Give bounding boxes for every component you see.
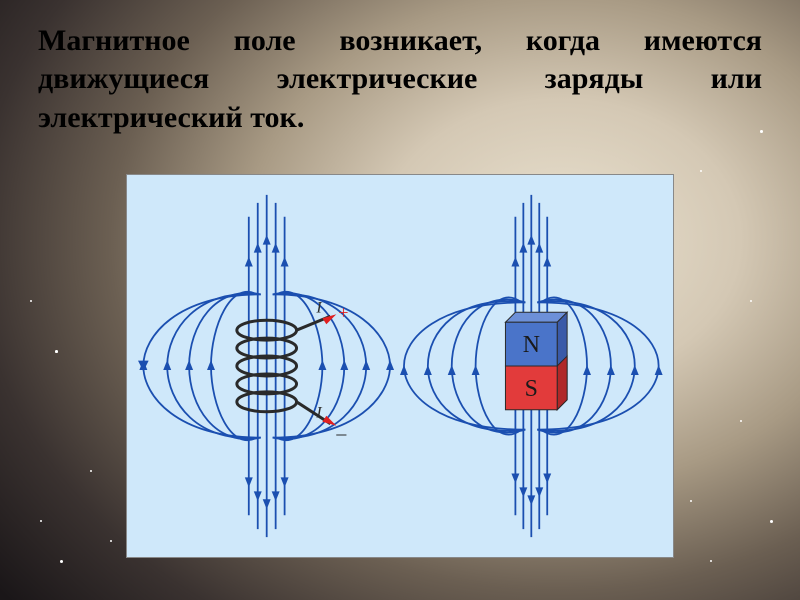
solenoid-group: I + I –	[139, 195, 394, 537]
current-label-bottom: I	[315, 405, 322, 422]
magnetic-field-diagram: I + I –	[126, 174, 674, 558]
bar-magnet: N S	[505, 312, 567, 409]
solenoid-field-lines	[143, 195, 390, 537]
current-label-top: I	[315, 299, 322, 316]
magnet-south-label: S	[525, 376, 538, 402]
magnet-group: N S	[400, 195, 663, 537]
heading-text: Магнитное поле возникает, когда имеются …	[38, 22, 762, 137]
diagram-svg: I + I –	[127, 175, 673, 557]
plus-label: +	[338, 302, 348, 322]
minus-label: –	[335, 423, 347, 445]
magnet-north-label: N	[523, 332, 540, 358]
